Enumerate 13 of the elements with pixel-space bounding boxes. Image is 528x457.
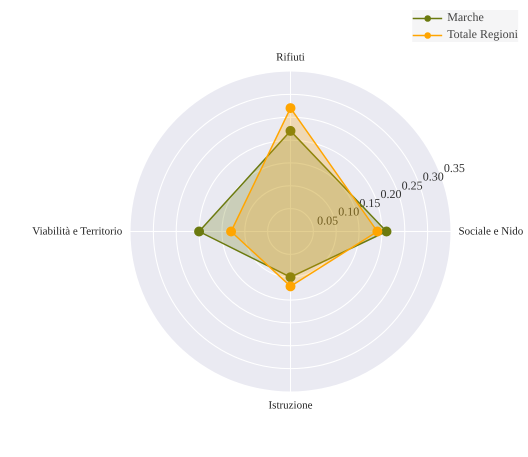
spoke-label: Viabilità e Territorio [32,226,123,238]
legend-label: Marche [447,10,484,25]
y-tick-label: 0.05 [317,213,338,228]
y-tick-label: 0.25 [402,178,423,192]
spoke-label: Istruzione [268,400,313,412]
y-tick-label: 0.15 [359,196,380,210]
legend-label: Totale Regioni [447,27,518,42]
spoke-label: Sociale e Nido [458,226,524,238]
y-tick-label: 0.10 [338,204,360,219]
y-tick-label: 0.35 [444,160,465,175]
y-tick-label: 0.20 [380,187,402,202]
spoke-label: Rifiuti [276,52,305,64]
y-tick-label: 0.30 [422,170,444,184]
